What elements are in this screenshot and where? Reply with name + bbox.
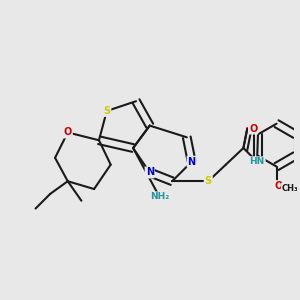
- Text: HN: HN: [249, 157, 265, 166]
- Text: N: N: [146, 167, 154, 177]
- Text: S: S: [205, 176, 212, 186]
- Text: S: S: [103, 106, 110, 116]
- Text: NH₂: NH₂: [150, 192, 169, 201]
- Text: CH₃: CH₃: [282, 184, 298, 193]
- Text: O: O: [64, 128, 72, 137]
- Text: O: O: [249, 124, 257, 134]
- Text: O: O: [274, 181, 283, 191]
- Text: N: N: [188, 157, 196, 167]
